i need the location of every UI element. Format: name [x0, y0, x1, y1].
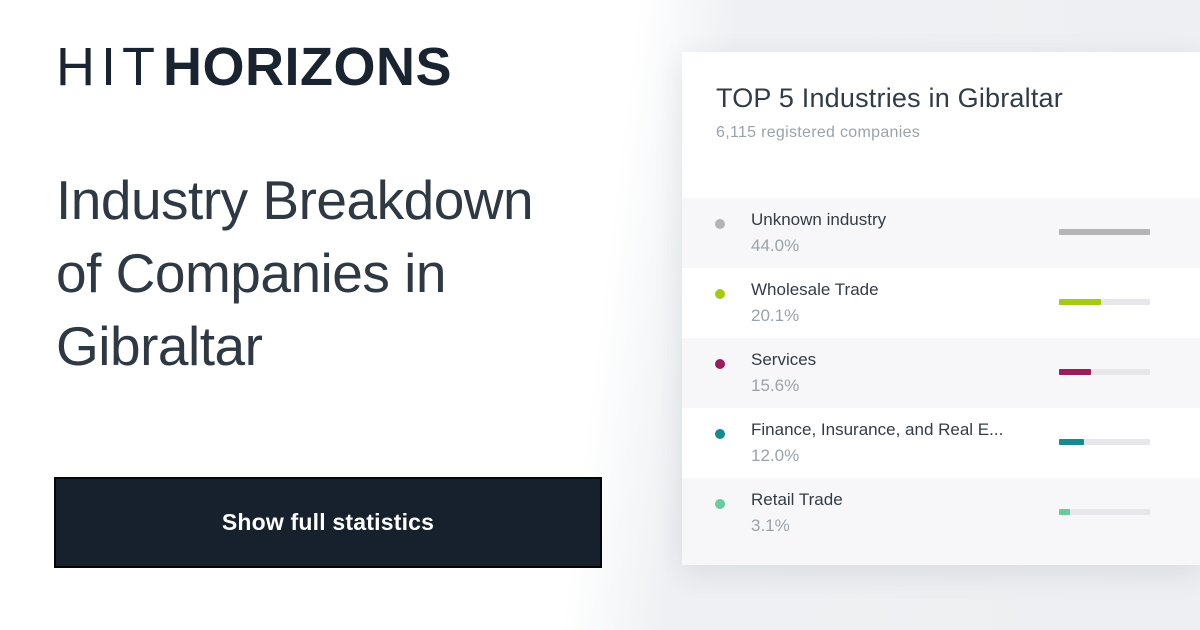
page-title: Industry Breakdown of Companies in Gibra… — [56, 169, 534, 377]
card-subtitle: 6,115 registered companies — [716, 124, 921, 141]
industry-row-retail: Retail Trade 3.1% — [682, 478, 1200, 565]
industry-percent: 12.0% — [751, 446, 800, 465]
industry-dot — [715, 499, 725, 509]
industry-bar-fill — [1059, 369, 1092, 375]
industry-percent: 15.6% — [751, 376, 800, 395]
industry-percent: 44.0% — [751, 236, 800, 255]
industry-label: Retail Trade — [751, 490, 843, 509]
industry-dot — [715, 429, 725, 439]
industry-dot — [715, 359, 725, 369]
industry-list: Unknown industry 44.0% Wholesale Trade 2… — [682, 198, 1200, 565]
industry-label: Unknown industry — [751, 210, 887, 229]
logo-text-horizons: HORIZONS — [163, 37, 453, 97]
industry-label: Services — [751, 350, 817, 369]
top-industries-card: TOP 5 Industries in Gibraltar 6,115 regi… — [682, 52, 1200, 565]
industry-label: Wholesale Trade — [751, 280, 879, 299]
industry-bar-fill — [1059, 439, 1084, 445]
industry-percent: 20.1% — [751, 306, 800, 325]
industry-row-wholesale: Wholesale Trade 20.1% — [682, 268, 1200, 338]
industry-dot — [715, 219, 725, 229]
industry-dot — [715, 289, 725, 299]
hithorizons-logo: HIT HORIZONS — [56, 40, 452, 94]
industry-bar-track — [1059, 369, 1150, 375]
industry-bar-fill — [1059, 229, 1150, 235]
industry-bar-track — [1059, 439, 1150, 445]
industry-percent: 3.1% — [751, 516, 790, 535]
industry-bar-fill — [1059, 299, 1101, 305]
industry-row-finance: Finance, Insurance, and Real E... 12.0% — [682, 408, 1200, 478]
industry-bar-track — [1059, 229, 1150, 235]
industry-row-services: Services 15.6% — [682, 338, 1200, 408]
industry-bar-fill — [1059, 509, 1070, 515]
industry-bar-track — [1059, 509, 1150, 515]
show-full-statistics-button[interactable]: Show full statistics — [54, 477, 602, 568]
card-title: TOP 5 Industries in Gibraltar — [716, 83, 1063, 113]
industry-label: Finance, Insurance, and Real E... — [751, 420, 1004, 439]
industry-bar-track — [1059, 299, 1150, 305]
logo-text-hit: HIT — [56, 37, 161, 97]
industry-row-unknown: Unknown industry 44.0% — [682, 198, 1200, 268]
